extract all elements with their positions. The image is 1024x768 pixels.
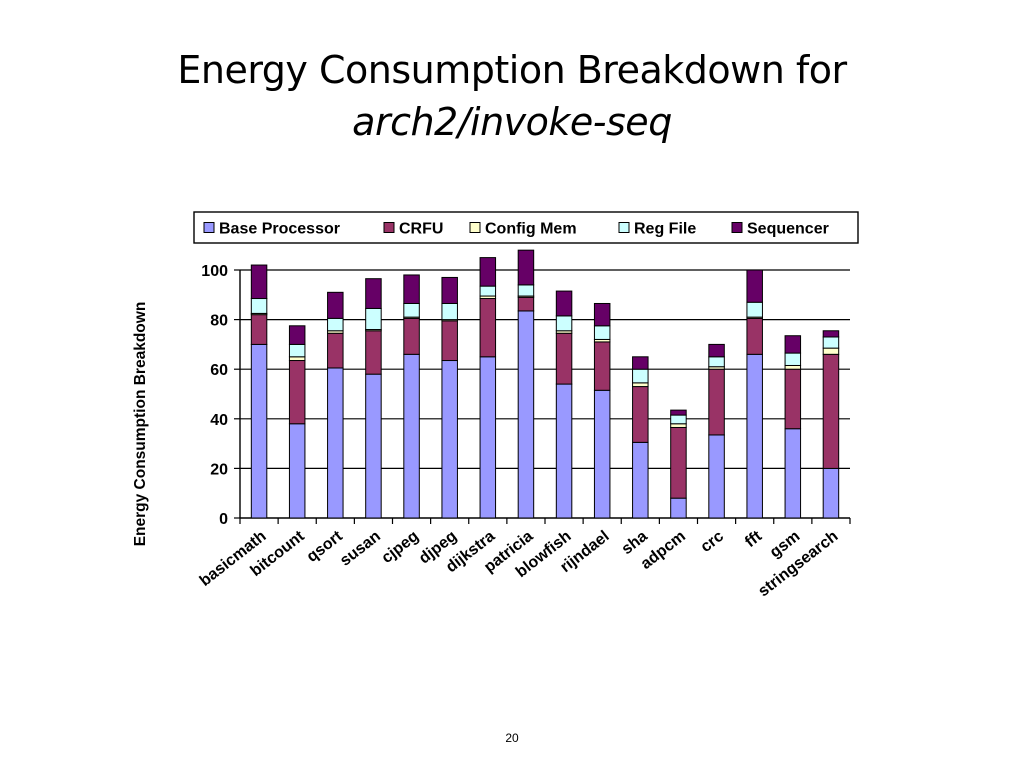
bar-segment [441,320,458,362]
page-number: 20 [505,731,519,745]
bar-segment [632,382,649,388]
legend-swatch [731,222,743,233]
bar-segment [593,325,611,340]
y-tick-label: 0 [219,511,228,528]
bar-segment [670,426,687,499]
bar-segment [746,353,763,519]
bar-segment [670,497,687,519]
legend-swatch [203,222,215,233]
bar-segment [555,332,573,385]
bar-segment [479,356,497,519]
bar-segment [670,409,687,416]
bar-segment [632,368,649,384]
bar-segment [555,315,573,332]
bar-segment [288,356,306,362]
x-category-label: susan [337,528,384,570]
bar-segment [784,368,802,430]
bar-segment [250,343,268,519]
bar-segment [441,360,458,519]
bar-segment [403,353,420,519]
bar-segment [784,428,802,519]
legend-label: CRFU [399,221,443,238]
y-tick-label: 40 [210,412,228,429]
bar-segment [632,356,649,370]
legend-label: Config Mem [485,221,577,238]
bar-segment [288,343,306,358]
bar-segment [746,317,763,355]
bar-segment [517,284,535,297]
slide-title-line1: Energy Consumption Breakdown for [177,48,847,92]
bar-segment [670,423,687,428]
bar-segment [593,302,611,327]
bar-segment [250,314,268,345]
legend-box [193,211,859,244]
bar-segment [365,330,382,375]
bar-segment [288,325,306,345]
bar-segment [403,302,420,318]
bar-segment [365,278,382,309]
bar-segment [327,367,344,519]
bar-segment [632,386,649,443]
bar-segment [822,347,840,355]
bar-segment [822,336,840,349]
x-category-label: crc [698,528,727,556]
bar-segment [708,368,725,436]
bar-segment [250,298,268,314]
bar-segment [479,257,497,287]
bar-segment [708,434,725,519]
bar-segment [288,423,306,519]
bar-segment [632,441,649,519]
legend-swatch [469,222,481,233]
bar-segment [555,383,573,519]
bar-segment [555,290,573,317]
bar-segment [746,301,763,318]
bar-segment [288,360,306,425]
bar-segment [822,467,840,519]
bar-segment [784,352,802,366]
y-tick-label: 20 [210,461,228,478]
slide-title: Energy Consumption Breakdown for arch2/i… [0,44,1024,148]
x-category-label: cjpeg [379,528,422,567]
bar-segment [517,249,535,286]
bar-segment [403,317,420,355]
bar-segment [479,285,497,297]
bar-segment [441,302,458,321]
legend-label: Sequencer [747,221,829,238]
bar-segment [441,276,458,304]
bar-segment [365,373,382,519]
bar-segment [517,310,535,519]
bar-segment [746,269,763,303]
bar-segment [822,330,840,338]
x-category-label: fft [742,527,766,551]
bar-segment [517,296,535,312]
y-axis-label: Energy Consumption Breakdown [132,302,149,547]
bar-segment [784,364,802,370]
bar-segment [708,356,725,368]
bar-segment [327,317,344,332]
bar-segment [708,343,725,358]
y-tick-label: 80 [210,313,228,330]
bar-segment [479,298,497,358]
bar-segment [593,341,611,391]
bar-segment [327,291,344,319]
bar-segment [250,264,268,300]
bar-segment [593,389,611,519]
slide-title-line2: arch2/invoke-seq [352,100,672,144]
bar-segment [784,335,802,354]
bar-segment [327,332,344,369]
bar-segment [365,307,382,331]
y-tick-label: 100 [201,263,228,280]
legend-label: Reg File [634,221,696,238]
legend-label: Base Processor [219,221,340,238]
bar-segment [670,414,687,425]
y-tick-label: 60 [210,362,228,379]
bar-segment [822,353,840,469]
bar-segment [403,274,420,304]
legend-swatch [618,222,630,233]
legend-swatch [383,222,395,233]
